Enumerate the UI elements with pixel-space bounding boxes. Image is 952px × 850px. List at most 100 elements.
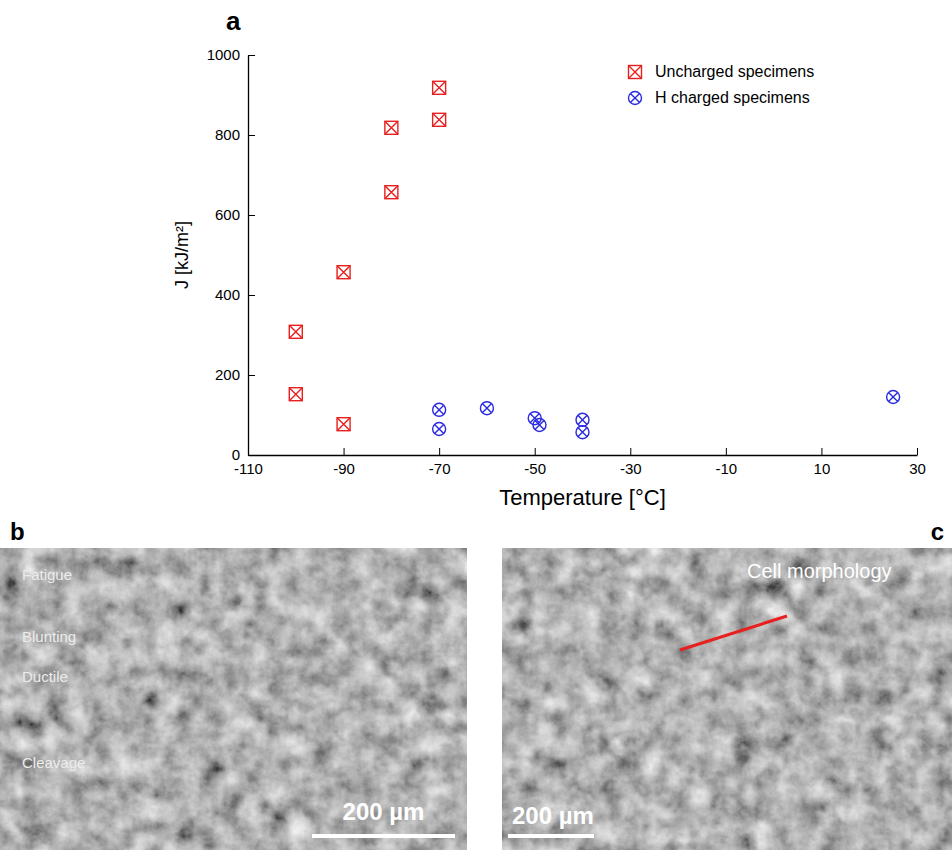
micrograph: Cell morphology 200 µm	[502, 548, 952, 850]
marker-part	[289, 325, 302, 338]
x-axis: -110-90-70-50-30-101030	[234, 448, 926, 477]
point	[337, 266, 350, 279]
marker-part	[578, 428, 587, 437]
marker-part	[433, 81, 446, 94]
legend-marker	[629, 66, 642, 79]
x-axis-line	[249, 455, 918, 456]
scale-bar	[508, 834, 594, 838]
points	[289, 81, 899, 438]
x-tick-mark	[535, 448, 536, 455]
y-tick-mark	[248, 375, 255, 376]
x-tick-label: 30	[909, 460, 926, 477]
scale-bar	[312, 834, 455, 838]
marker-part	[289, 388, 302, 401]
marker-part	[385, 186, 398, 199]
y-tick: 200	[215, 366, 255, 383]
x-tick: -30	[620, 448, 642, 477]
x-tick-mark	[821, 448, 822, 455]
x-tick-mark	[439, 448, 440, 455]
marker-part	[482, 404, 491, 413]
marker-part	[433, 113, 446, 126]
marker-part	[289, 388, 302, 401]
x-tick-label: -70	[429, 460, 451, 477]
x-tick: 10	[814, 448, 831, 477]
point	[533, 419, 546, 432]
legend-marker	[629, 92, 642, 105]
x-tick-label: 10	[814, 460, 831, 477]
region-label: Cleavage	[22, 754, 85, 771]
point	[385, 186, 398, 199]
marker-part	[630, 93, 639, 102]
x-tick-label: -30	[620, 460, 642, 477]
x-tick-label: -90	[333, 460, 355, 477]
annotation-line	[680, 616, 787, 650]
point	[433, 81, 446, 94]
micrograph-image	[502, 548, 952, 850]
point	[433, 403, 446, 416]
region-label: Ductile	[22, 668, 68, 685]
x-tick-mark	[630, 448, 631, 455]
y-axis-title: J [kJ/m²]	[172, 221, 192, 289]
point	[337, 418, 350, 431]
x-tick: -70	[429, 448, 451, 477]
y-tick: 1000	[207, 46, 255, 63]
marker-part	[289, 325, 302, 338]
marker-part	[629, 66, 642, 79]
scale-bar-label: 200 µm	[343, 798, 425, 825]
y-tick-label: 600	[215, 206, 240, 223]
y-tick-mark	[248, 215, 255, 216]
y-axis-line	[248, 56, 249, 456]
marker-part	[433, 113, 446, 126]
y-tick-label: 0	[232, 446, 240, 463]
y-tick-label: 1000	[207, 46, 240, 63]
marker-part	[533, 419, 546, 432]
marker-part	[433, 81, 446, 94]
region-label: Fatigue	[22, 566, 72, 583]
marker-part	[433, 423, 446, 436]
y-tick-mark	[248, 135, 255, 136]
point	[480, 402, 493, 415]
marker-part	[629, 66, 642, 79]
y-tick-label: 200	[215, 366, 240, 383]
y-tick: 400	[215, 286, 255, 303]
y-tick: 0	[232, 446, 255, 463]
x-tick: -50	[524, 448, 546, 477]
marker-part	[385, 121, 398, 134]
x-tick: 30	[909, 448, 926, 477]
point	[385, 121, 398, 134]
marker-part	[480, 402, 493, 415]
micrograph: Fatigue Blunting Ductile Cleavage 200 µm	[0, 548, 467, 850]
point	[887, 391, 900, 404]
panel-label: a	[226, 6, 241, 36]
marker-part	[435, 424, 444, 433]
x-tick-mark	[726, 448, 727, 455]
region-label: Blunting	[22, 628, 76, 645]
legend-label: Uncharged specimens	[655, 63, 814, 80]
x-tick: -10	[716, 448, 738, 477]
scale-bar-label: 200 µm	[512, 802, 594, 829]
x-tick-label: -50	[524, 460, 546, 477]
y-tick: 800	[215, 126, 255, 143]
marker-part	[578, 415, 587, 424]
y-tick: 600	[215, 206, 255, 223]
point	[433, 113, 446, 126]
legend-label: H charged specimens	[655, 89, 810, 106]
point	[289, 388, 302, 401]
point	[576, 413, 589, 426]
point	[433, 423, 446, 436]
marker-part	[535, 420, 544, 429]
figure: a-110-90-70-50-30-1010300200400600800100…	[0, 0, 952, 850]
marker-part	[337, 266, 350, 279]
marker-part	[385, 186, 398, 199]
x-tick-mark	[344, 448, 345, 455]
y-tick-mark	[248, 455, 255, 456]
point	[576, 426, 589, 439]
y-axis: 0 200 400 600 800 1000	[207, 46, 255, 463]
marker-part	[337, 418, 350, 431]
annotation: Cell morphology	[747, 560, 892, 582]
marker-part	[337, 266, 350, 279]
marker-part	[337, 418, 350, 431]
y-tick-label: 800	[215, 126, 240, 143]
point	[289, 325, 302, 338]
panel-label: c	[931, 518, 944, 545]
